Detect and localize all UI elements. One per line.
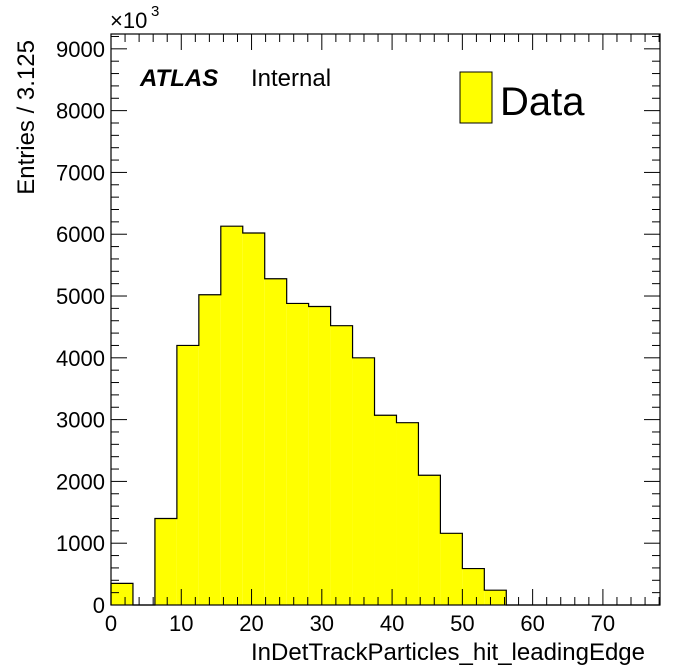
atlas-sublabel: Internal bbox=[251, 65, 331, 92]
y-tick-label: 4000 bbox=[56, 346, 105, 371]
histogram-bar bbox=[286, 303, 309, 605]
histogram-bar bbox=[198, 294, 221, 605]
x-tick-labels: 0 10 20 30 40 50 60 70 bbox=[105, 611, 615, 636]
histogram-bar bbox=[484, 590, 507, 605]
y-tick-label: 7000 bbox=[56, 160, 105, 185]
y-axis-title: Entries / 3.125 bbox=[13, 40, 40, 195]
x-tick-label: 60 bbox=[520, 611, 544, 636]
histogram-bar bbox=[396, 422, 419, 605]
x-tick-label: 20 bbox=[239, 611, 263, 636]
x-tick-label: 50 bbox=[450, 611, 474, 636]
axis-ticks bbox=[110, 34, 660, 606]
histogram-bar bbox=[330, 325, 353, 605]
histogram-bar bbox=[462, 568, 485, 605]
x-tick-label: 40 bbox=[380, 611, 404, 636]
y-tick-label: 1000 bbox=[56, 531, 105, 556]
x-tick-label: 0 bbox=[105, 611, 117, 636]
histogram-bar bbox=[264, 278, 287, 605]
y-tick-label: 2000 bbox=[56, 469, 105, 494]
x-tick-label: 10 bbox=[169, 611, 193, 636]
y-tick-labels: 0 1000 2000 3000 4000 5000 6000 7000 8000 9000 bbox=[56, 37, 105, 618]
y-tick-label: 9000 bbox=[56, 37, 105, 62]
y-multiplier-base: ×10 bbox=[110, 8, 147, 33]
histogram-bar bbox=[308, 306, 331, 605]
histogram-bar bbox=[176, 345, 199, 605]
histogram-bars bbox=[110, 225, 660, 606]
y-tick-label: 8000 bbox=[56, 99, 105, 124]
y-tick-label: 5000 bbox=[56, 284, 105, 309]
histogram-bar bbox=[220, 226, 243, 605]
histogram-bar bbox=[111, 583, 133, 605]
histogram-outline bbox=[110, 225, 660, 606]
histogram-bar bbox=[418, 475, 441, 605]
histogram-bar bbox=[440, 533, 463, 605]
histogram-bar bbox=[242, 232, 265, 605]
histogram-bar bbox=[154, 518, 177, 605]
x-axis-title: InDetTrackParticles_hit_leadingEdge bbox=[251, 639, 645, 666]
legend-label-data: Data bbox=[500, 80, 585, 124]
y-multiplier-exponent: 3 bbox=[151, 3, 159, 20]
x-tick-label: 70 bbox=[591, 611, 615, 636]
legend-swatch-data bbox=[459, 71, 493, 124]
y-tick-label: 0 bbox=[93, 593, 105, 618]
x-tick-label: 30 bbox=[310, 611, 334, 636]
histogram-bar bbox=[352, 357, 375, 605]
atlas-label: ATLAS bbox=[139, 65, 218, 92]
plot-frame bbox=[110, 33, 661, 606]
y-tick-label: 6000 bbox=[56, 222, 105, 247]
y-tick-label: 3000 bbox=[56, 408, 105, 433]
histogram-bar bbox=[374, 415, 397, 605]
